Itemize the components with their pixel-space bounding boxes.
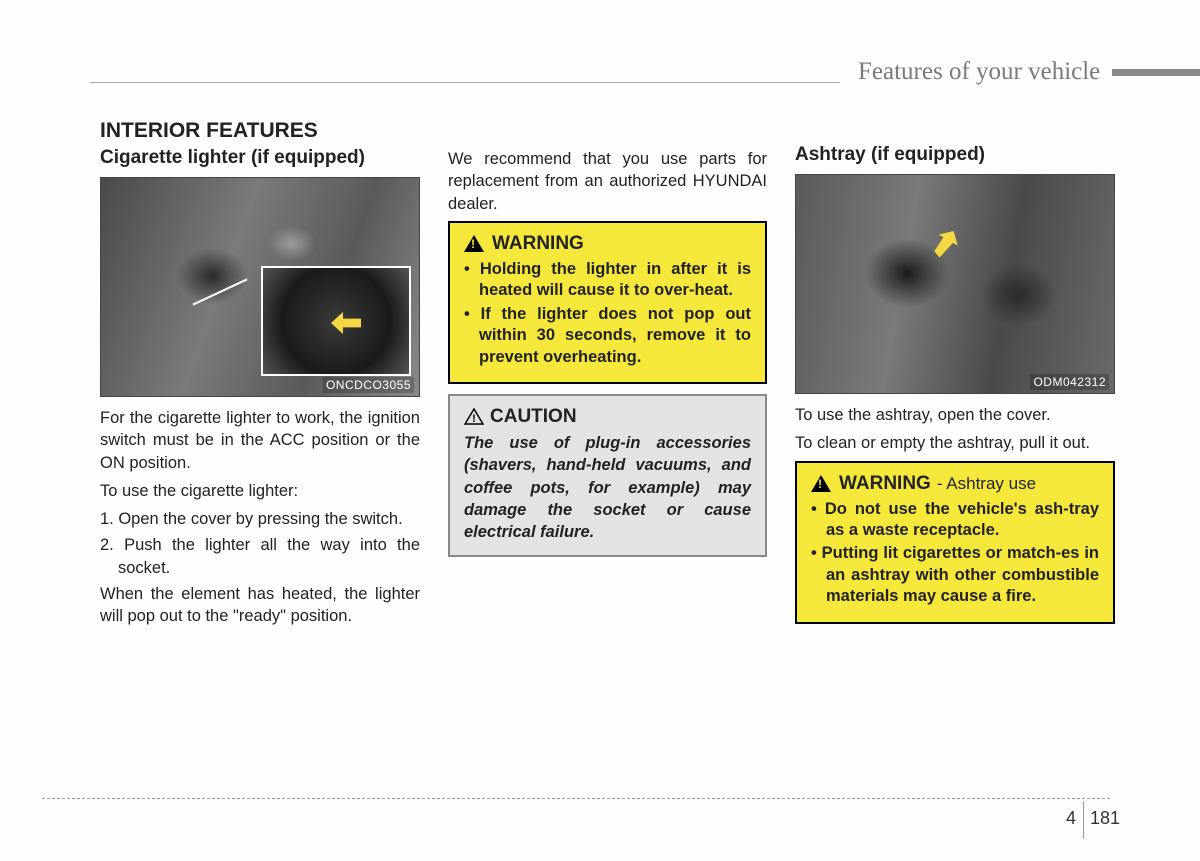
column-3: Ashtray (if equipped) ODM042312 To use t… — [795, 119, 1115, 634]
caution-label: CAUTION — [490, 406, 577, 428]
warning-item: Do not use the vehicle's ash-tray as a w… — [811, 499, 1099, 542]
col1-step1: 1. Open the cover by pressing the switch… — [100, 508, 420, 530]
warning-box-ashtray: WARNING - Ashtray use Do not use the veh… — [795, 461, 1115, 624]
caution-body: The use of plug-in accessories (shavers,… — [464, 432, 751, 543]
col1-p1: For the cigarette lighter to work, the i… — [100, 407, 420, 474]
col1-p3: When the element has heated, the lighter… — [100, 583, 420, 628]
column-2: We recommend that you use parts for repl… — [448, 119, 767, 634]
warning-list: Do not use the vehicle's ash-tray as a w… — [811, 499, 1099, 608]
col3-heading: Ashtray (if equipped) — [795, 144, 1115, 166]
warning-box-lighter: WARNING Holding the lighter in after it … — [448, 221, 767, 384]
warning-label: WARNING — [839, 473, 931, 495]
col1-p2: To use the cigarette lighter: — [100, 480, 420, 502]
footer-divider — [1083, 801, 1085, 839]
warning-list: Holding the lighter in after it is heate… — [464, 259, 751, 368]
col3-p2: To clean or empty the ashtray, pull it o… — [795, 432, 1115, 454]
photo-id: ONCDCO3055 — [323, 377, 414, 393]
svg-text:!: ! — [472, 413, 476, 425]
warning-item: Putting lit cigarettes or match-es in an… — [811, 543, 1099, 607]
column-1: INTERIOR FEATURES Cigarette lighter (if … — [100, 119, 420, 634]
warning-subtitle: - Ashtray use — [937, 474, 1036, 494]
col1-step2: 2. Push the lighter all the way into the… — [100, 534, 420, 579]
col3-p1: To use the ashtray, open the cover. — [795, 404, 1115, 426]
footer-page: 181 — [1090, 808, 1120, 829]
header-bar: Features of your vehicle — [850, 55, 1200, 89]
ashtray-photo: ODM042312 — [795, 174, 1115, 394]
section-title: Features of your vehicle — [850, 58, 1100, 86]
col2-spacer — [448, 119, 767, 148]
col1-heading: Cigarette lighter (if equipped) — [100, 147, 420, 169]
manual-page: Features of your vehicle INTERIOR FEATUR… — [0, 0, 1200, 861]
warning-label: WARNING — [492, 233, 584, 255]
footer-dashed-rule — [42, 798, 1110, 799]
photo-texture — [796, 175, 1114, 393]
col3-spacer — [795, 119, 1115, 144]
header-rule — [1112, 69, 1200, 76]
header-underline — [90, 82, 840, 83]
footer-chapter: 4 — [1066, 808, 1076, 829]
warning-title: WARNING — [464, 233, 751, 255]
col2-intro: We recommend that you use parts for repl… — [448, 148, 767, 215]
warning-item: If the lighter does not pop out within 3… — [464, 304, 751, 368]
caution-title: ! CAUTION — [464, 406, 751, 428]
main-heading: INTERIOR FEATURES — [100, 119, 420, 143]
content-columns: INTERIOR FEATURES Cigarette lighter (if … — [100, 55, 1115, 634]
warning-title: WARNING - Ashtray use — [811, 473, 1099, 495]
caution-triangle-icon: ! — [464, 408, 484, 425]
warning-triangle-icon — [464, 235, 484, 252]
warning-item: Holding the lighter in after it is heate… — [464, 259, 751, 302]
photo-inset-detail — [261, 266, 411, 376]
cigarette-lighter-photo: ONCDCO3055 — [100, 177, 420, 397]
photo-id: ODM042312 — [1030, 374, 1109, 390]
warning-triangle-icon — [811, 475, 831, 492]
caution-box: ! CAUTION The use of plug-in accessories… — [448, 394, 767, 557]
arrow-icon — [331, 312, 361, 334]
